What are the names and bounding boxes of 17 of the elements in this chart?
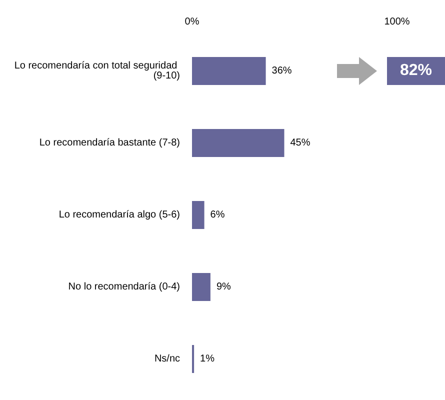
y-tick-label: Ns/nc	[154, 354, 180, 364]
bar	[192, 129, 284, 157]
data-label: 9%	[216, 282, 232, 292]
y-tick-label: Lo recomendaría con total seguridad (9-10)	[14, 60, 180, 82]
y-tick-label: Lo recomendaría bastante (7-8)	[39, 138, 180, 148]
y-tick-label: No lo recomendaría (0-4)	[68, 282, 180, 292]
bar	[192, 201, 204, 229]
bar	[192, 57, 266, 85]
data-label: 36%	[272, 66, 292, 76]
data-label: 6%	[210, 210, 225, 220]
x-tick-label: 100%	[384, 16, 410, 28]
y-tick-label: Lo recomendaría algo (5-6)	[58, 210, 180, 220]
data-label: 45%	[290, 138, 310, 148]
x-tick-label: 0%	[184, 16, 200, 28]
text: 82%	[387, 57, 445, 85]
data-label: 1%	[200, 354, 215, 364]
bar	[192, 273, 210, 301]
